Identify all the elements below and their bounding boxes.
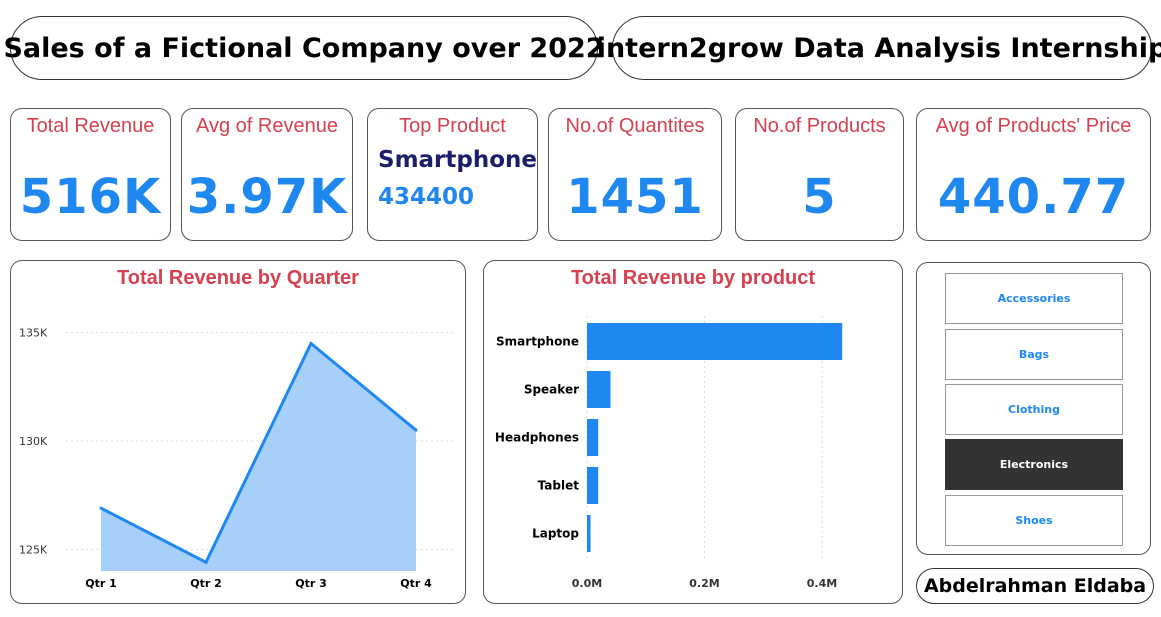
- revenue-by-product-card: Total Revenue by product 0.0M 0.2M 0.4M Sma…: [483, 260, 903, 604]
- kpi-label: Avg of Products' Price: [935, 115, 1132, 137]
- kpi-total-revenue: Total Revenue 516K: [10, 108, 171, 241]
- x-tick-label: 0.2M: [689, 577, 719, 590]
- kpi-label: Total Revenue: [26, 115, 155, 137]
- author-name: Abdelrahman Eldaba: [923, 575, 1147, 597]
- top-product-value: 434400: [378, 184, 475, 210]
- y-tick-label: Laptop: [532, 527, 579, 541]
- dashboard-subtitle-text: intern2grow Data Analysis Internship: [596, 32, 1161, 64]
- slicer-item-label: Clothing: [1008, 403, 1060, 416]
- kpi-label: No.of Products: [753, 115, 886, 137]
- x-tick-label: 0.4M: [807, 577, 837, 590]
- data-point: [99, 506, 103, 510]
- kpi-value: 3.97K: [186, 169, 348, 225]
- slicer-item-electronics[interactable]: Electronics: [945, 439, 1123, 490]
- slicer-item-accessories[interactable]: Accessories: [945, 273, 1123, 324]
- series-line: [100, 341, 417, 565]
- dashboard-title: Sales of a Fictional Company over 2022: [3, 16, 605, 80]
- slicer-item-clothing[interactable]: Clothing: [945, 384, 1123, 435]
- slicer-item-bags[interactable]: Bags: [945, 329, 1123, 380]
- y-tick-label: 125K: [19, 543, 48, 556]
- x-tick-label: Qtr 4: [400, 577, 432, 590]
- kpi-label: Avg of Revenue: [196, 115, 338, 137]
- data-point: [204, 560, 208, 564]
- slicer-item-label: Electronics: [999, 458, 1069, 471]
- chart-title: Total Revenue by Quarter: [117, 267, 359, 289]
- x-tick-label: Qtr 3: [295, 577, 327, 590]
- x-tick-label: 0.0M: [572, 577, 602, 590]
- kpi-label: Top Product: [399, 115, 506, 137]
- y-tick-label: Headphones: [495, 431, 579, 445]
- y-tick-label: 130K: [19, 435, 48, 448]
- x-tick-label: Qtr 1: [85, 577, 117, 590]
- kpi-value: 5: [802, 169, 837, 225]
- bar: [587, 467, 599, 504]
- slicer-item-label: Shoes: [1015, 514, 1053, 527]
- kpi-products: No.of Products 5: [735, 108, 904, 241]
- dashboard-title-text: Sales of a Fictional Company over 2022: [3, 32, 605, 64]
- y-tick-label: Smartphone: [496, 335, 579, 349]
- top-product-name: Smartphone: [378, 147, 538, 173]
- y-tick-label: Tablet: [538, 479, 580, 493]
- slicer-item-label: Accessories: [997, 292, 1071, 305]
- kpi-value: 440.77: [937, 169, 1130, 225]
- chart-title: Total Revenue by product: [570, 267, 816, 289]
- author-badge: Abdelrahman Eldaba: [916, 568, 1154, 604]
- kpi-top-product: Top Product Smartphone 434400: [367, 108, 538, 241]
- bar: [587, 323, 843, 360]
- revenue-by-quarter-chart: 125K 130K 135K Qtr 1 Qtr 2 Qtr 3 Qtr 4: [19, 327, 456, 590]
- area-fill: [101, 343, 416, 571]
- data-point: [414, 428, 418, 432]
- slicer-item-shoes[interactable]: Shoes: [945, 495, 1123, 546]
- y-tick-label: 135K: [19, 327, 48, 340]
- slicer-item-label: Bags: [1018, 348, 1050, 361]
- kpi-value: 1451: [566, 169, 704, 225]
- kpi-avg-revenue: Avg of Revenue 3.97K: [181, 108, 353, 241]
- revenue-by-product-chart: 0.0M 0.2M 0.4M Smartphone Speaker Headphones T…: [495, 316, 843, 590]
- kpi-quantities: No.of Quantites 1451: [548, 108, 722, 241]
- x-tick-label: Qtr 2: [190, 577, 222, 590]
- data-point: [309, 342, 313, 345]
- dashboard-subtitle: intern2grow Data Analysis Internship: [597, 16, 1161, 80]
- bar: [587, 419, 599, 456]
- revenue-by-quarter-card: Total Revenue by Quarter 125K 130K 135K Qtr…: [10, 260, 466, 604]
- kpi-label: No.of Quantites: [565, 115, 705, 137]
- kpi-avg-price: Avg of Products' Price 440.77: [916, 108, 1151, 241]
- y-tick-label: Speaker: [524, 383, 579, 397]
- category-slicer: Accessories Bags Clothing Electronics Sh…: [916, 262, 1151, 555]
- bar: [587, 371, 611, 408]
- kpi-value: 516K: [19, 169, 162, 225]
- bar: [587, 515, 591, 552]
